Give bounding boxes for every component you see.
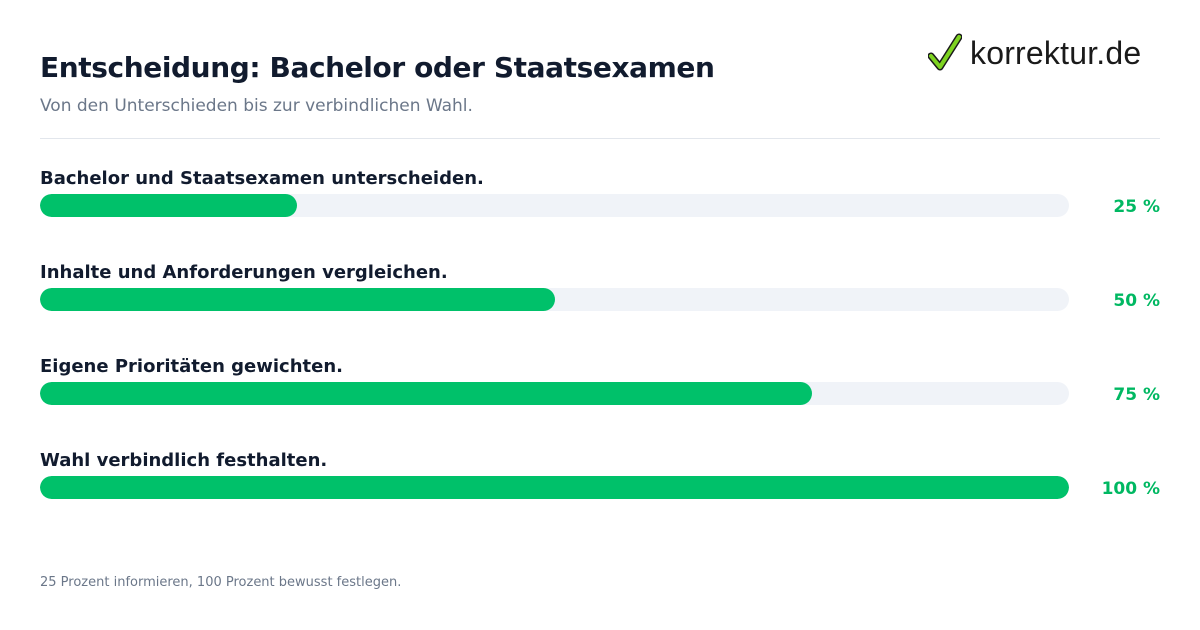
progress-bar [40,476,1069,499]
row-value-label: 50 % [1113,291,1160,311]
progress-row: Inhalte und Anforderungen vergleichen. 50… [40,262,1160,322]
progress-row: Eigene Prioritäten gewichten. 75 % [40,356,1160,416]
row-value-label: 100 % [1101,479,1160,499]
row-value-label: 25 % [1113,197,1160,217]
row-label: Inhalte und Anforderungen vergleichen. [40,262,448,283]
row-value-label: 75 % [1113,385,1160,405]
progress-bar [40,288,555,311]
progress-track [40,194,1069,217]
checkmark-icon [928,32,962,74]
progress-bar [40,382,812,405]
progress-bar [40,194,298,217]
brand-logo[interactable]: korrektur.de [928,30,1141,76]
row-label: Eigene Prioritäten gewichten. [40,356,343,377]
progress-track [40,382,1069,405]
row-label: Bachelor und Staatsexamen unterscheiden. [40,168,484,189]
page-subtitle: Von den Unterschieden bis zur verbindlic… [40,96,473,116]
page-title: Entscheidung: Bachelor oder Staatsexamen [40,51,715,84]
brand-name: korrektur.de [970,34,1142,71]
progress-row: Bachelor und Staatsexamen unterscheiden.… [40,168,1160,228]
progress-track [40,476,1069,499]
progress-row: Wahl verbindlich festhalten. 100 % [40,450,1160,510]
header-divider [40,138,1160,139]
progress-track [40,288,1069,311]
footnote: 25 Prozent informieren, 100 Prozent bewu… [40,575,402,590]
row-label: Wahl verbindlich festhalten. [40,450,328,471]
